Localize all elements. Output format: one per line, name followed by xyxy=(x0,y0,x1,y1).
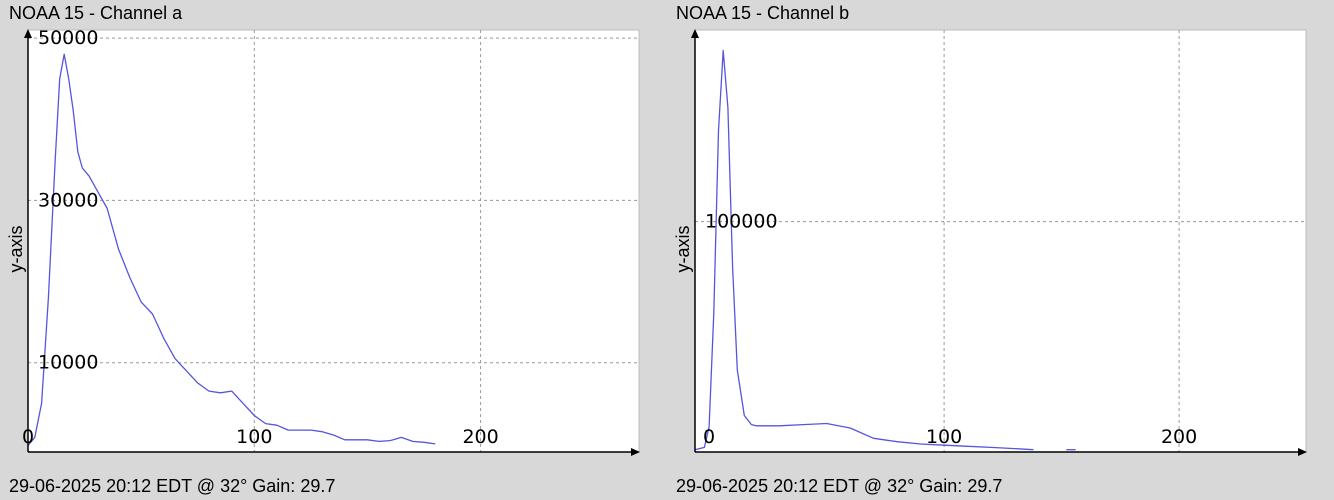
chart-panel-channel-b: NOAA 15 - Channel b 0 100 200 100000 y-axis … xyxy=(667,0,1334,500)
x-tick-label: 0 xyxy=(703,426,715,448)
plot-area xyxy=(27,29,640,453)
x-tick-label: 0 xyxy=(22,426,34,448)
chart-a-svg: 0 100 200 10000 30000 50000 y-axis xyxy=(6,27,640,456)
chart-title: NOAA 15 - Channel a xyxy=(9,3,183,23)
y-tick-label: 10000 xyxy=(38,352,98,374)
chart-b-svg: 0 100 200 100000 y-axis xyxy=(673,29,1307,456)
pass-info: 29-06-2025 20:12 EDT @ 32° Gain: 29.7 xyxy=(676,476,1003,496)
plot-area xyxy=(694,29,1307,453)
pass-info: 29-06-2025 20:12 EDT @ 32° Gain: 29.7 xyxy=(9,476,336,496)
series-line xyxy=(27,53,436,446)
y-axis-arrow xyxy=(691,29,699,38)
x-axis-arrow xyxy=(631,448,640,456)
x-axis-arrow xyxy=(1298,448,1307,456)
x-tick-label: 200 xyxy=(462,426,498,448)
chart-title: NOAA 15 - Channel b xyxy=(676,3,850,23)
y-tick-label: 30000 xyxy=(38,189,98,211)
x-tick-label: 200 xyxy=(1161,426,1197,448)
series-line xyxy=(694,49,1034,451)
y-tick-label: 50000 xyxy=(38,27,98,49)
y-axis-label: y-axis xyxy=(6,225,26,272)
y-axis-label: y-axis xyxy=(673,225,693,272)
y-tick-label: 100000 xyxy=(705,211,778,233)
chart-panel-channel-a: NOAA 15 - Channel a 0 100 200 10000 30000 500… xyxy=(6,3,640,496)
x-tick-label: 100 xyxy=(926,426,962,448)
x-tick-label: 100 xyxy=(236,426,272,448)
y-axis-arrow xyxy=(24,29,32,38)
